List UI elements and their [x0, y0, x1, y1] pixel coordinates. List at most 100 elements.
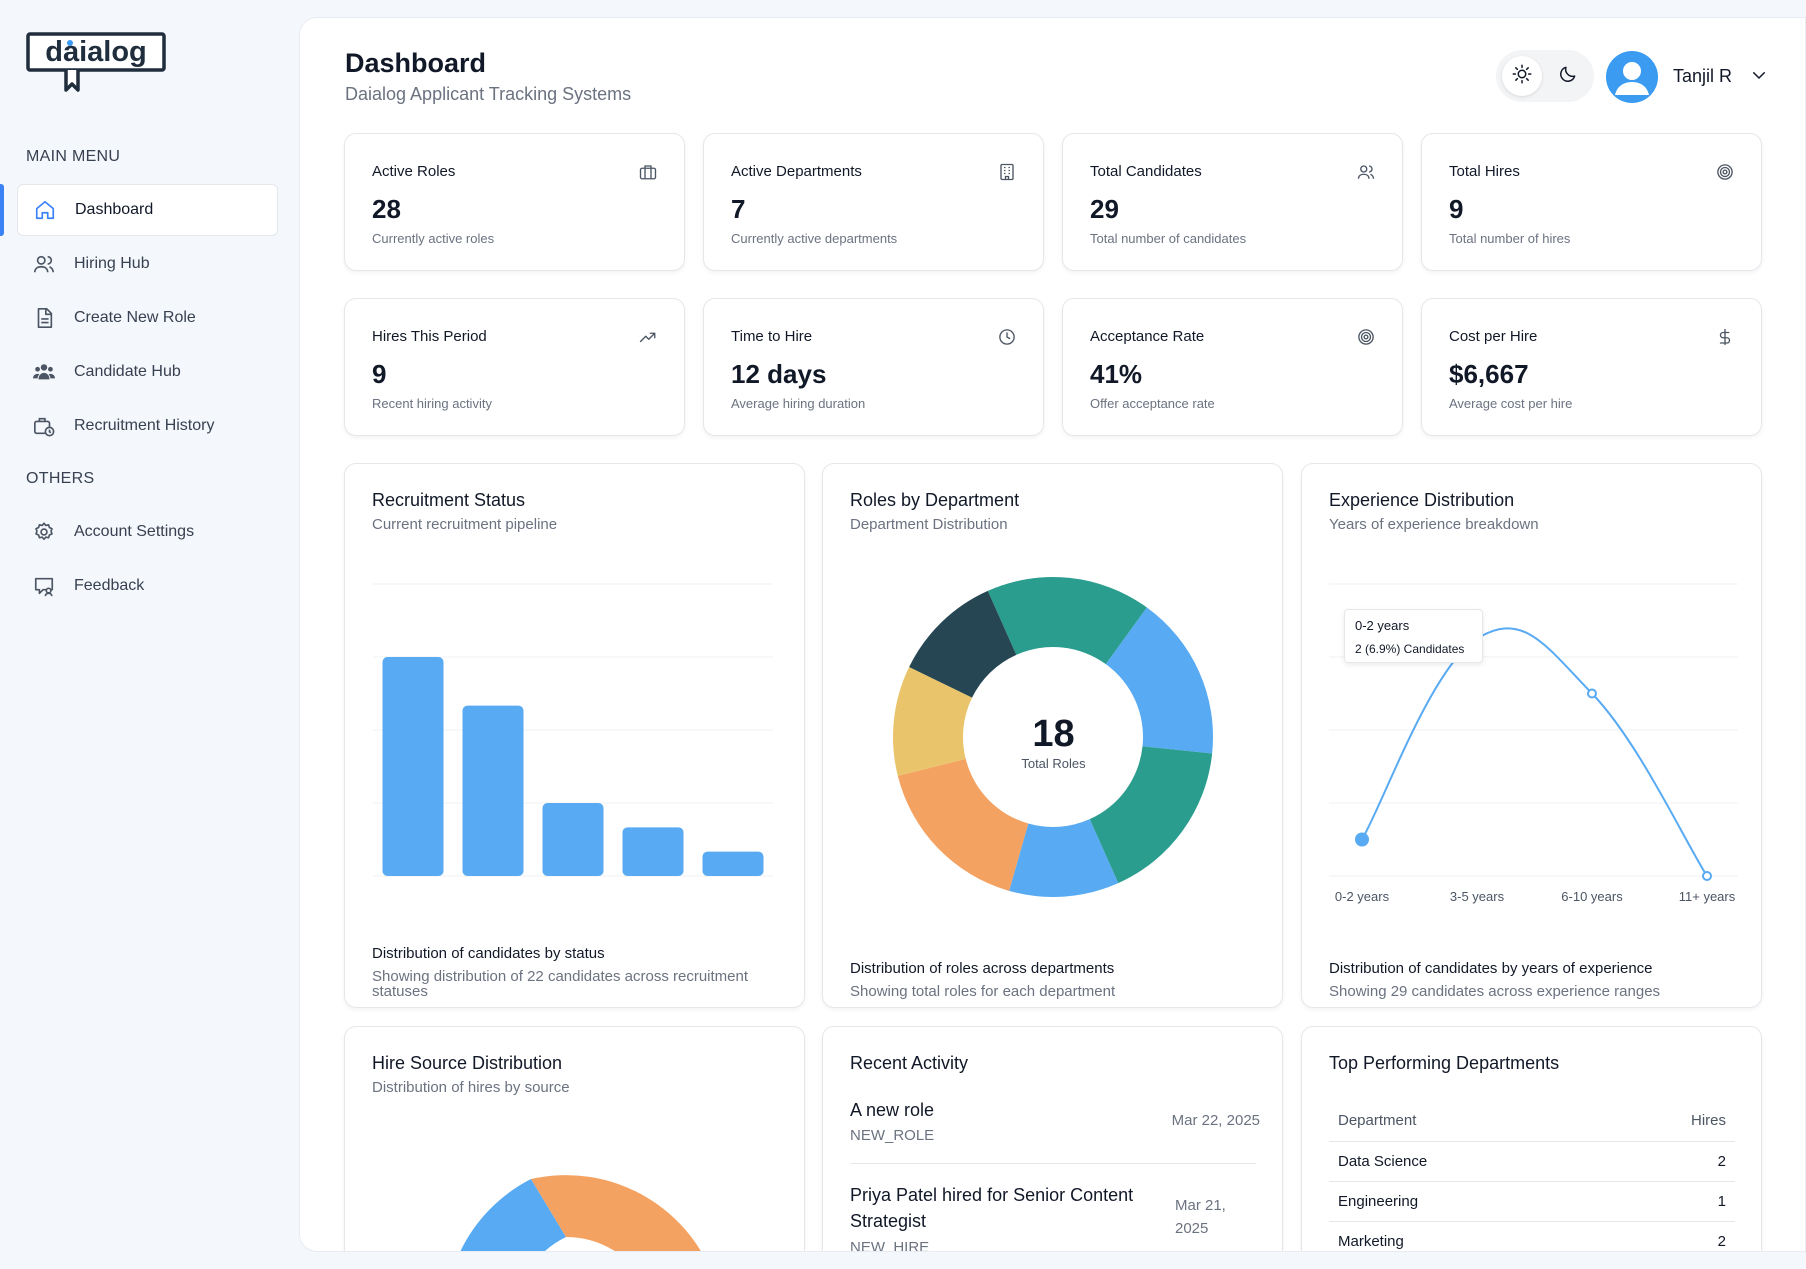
stat-value: $6,667 — [1449, 359, 1529, 389]
sidebar-item-hiring-hub[interactable]: Hiring Hub — [17, 238, 278, 290]
column-header-department: Department — [1329, 1101, 1601, 1142]
card-subtitle: Department Distribution — [850, 516, 1008, 533]
stat-desc: Currently active roles — [372, 231, 495, 246]
x-tick-label: 3-5 years — [1450, 889, 1505, 904]
stat-card-active-departments: Active Departments 7 Currently active de… — [703, 133, 1044, 271]
top-departments-table: Department Hires Data Science 2 Engineer… — [1329, 1101, 1735, 1251]
stat-card-total-hires: Total Hires 9 Total number of hires — [1421, 133, 1762, 271]
light-mode-button[interactable] — [1502, 56, 1542, 96]
activity-date: Mar 21, 2025 — [1175, 1197, 1226, 1237]
dark-mode-button[interactable] — [1548, 56, 1588, 96]
sidebar-item-recruitment-history[interactable]: Recruitment History — [17, 400, 278, 452]
donut-slice-6 — [909, 590, 1017, 698]
roles-by-department-card: Roles by Department Department Distribut… — [822, 463, 1283, 1008]
experience-distribution-card: Experience Distribution Years of experie… — [1301, 463, 1762, 1008]
data-point-2 — [1587, 688, 1597, 699]
donut-center-label: Total Roles — [1021, 756, 1086, 771]
data-point-0 — [1355, 832, 1369, 847]
home-icon — [33, 198, 57, 222]
sidebar-item-account-settings[interactable]: Account Settings — [17, 506, 278, 558]
stat-value: 41% — [1090, 359, 1143, 389]
department-cell: Marketing — [1329, 1221, 1601, 1251]
stat-desc: Average cost per hire — [1449, 396, 1573, 411]
active-indicator — [0, 184, 4, 236]
users-icon — [1356, 162, 1376, 182]
hires-cell: 2 — [1600, 1221, 1735, 1251]
stat-label: Time to Hire — [731, 328, 813, 345]
hire-source-card: Hire Source Distribution Distribution of… — [344, 1026, 805, 1251]
users-icon — [32, 252, 56, 276]
user-name[interactable]: Tanjil R — [1673, 66, 1733, 86]
chevron-down-icon[interactable] — [1750, 66, 1768, 89]
stat-value: 12 days — [731, 359, 827, 389]
recent-activity-card: Recent Activity A new role NEW_ROLE Mar … — [822, 1026, 1283, 1252]
table-row: Engineering 1 — [1329, 1181, 1735, 1222]
card-title: Recent Activity — [850, 1053, 969, 1073]
donut-slice-0 — [987, 577, 1147, 665]
stat-value: 29 — [1090, 194, 1119, 224]
card-title: Top Performing Departments — [1329, 1053, 1560, 1073]
sun-icon — [1512, 64, 1532, 89]
sidebar-item-label: Create New Role — [74, 309, 196, 326]
table-row: Data Science 2 — [1329, 1141, 1735, 1182]
stat-label: Active Roles — [372, 163, 456, 180]
department-cell: Data Science — [1329, 1141, 1601, 1182]
target-icon — [1356, 327, 1376, 347]
experience-series-line — [1361, 627, 1708, 877]
card-subtitle: Years of experience breakdown — [1329, 516, 1539, 533]
bar-interviewing — [462, 705, 524, 876]
hires-cell: 2 — [1600, 1141, 1735, 1182]
sidebar-item-feedback[interactable]: Feedback — [17, 560, 278, 612]
bar-rejected — [702, 851, 764, 876]
card-title: Hire Source Distribution — [372, 1053, 563, 1073]
column-header-hires: Hires — [1600, 1101, 1735, 1142]
others-title: OTHERS — [26, 470, 95, 487]
feedback-icon — [32, 574, 56, 598]
stat-label: Cost per Hire — [1449, 328, 1538, 345]
theme-toggle — [1496, 50, 1594, 102]
card-footer-title: Distribution of candidates by status — [372, 945, 605, 962]
stat-value: 9 — [1449, 194, 1464, 224]
department-cell: Engineering — [1329, 1181, 1601, 1222]
card-title: Experience Distribution — [1329, 490, 1515, 510]
donut-slice-1 — [1105, 607, 1213, 754]
donut-slice-2 — [1089, 746, 1213, 884]
sidebar-item-label: Dashboard — [75, 201, 154, 218]
building-icon — [997, 162, 1017, 182]
hire-source-slice-job-board — [531, 1175, 701, 1251]
stat-label: Active Departments — [731, 163, 862, 180]
top-departments-card: Top Performing Departments Department Hi… — [1301, 1026, 1762, 1251]
activity-title: A new role — [850, 1100, 935, 1120]
activity-type: NEW_HIRE — [850, 1239, 930, 1252]
stat-desc: Recent hiring activity — [372, 396, 492, 411]
stat-desc: Offer acceptance rate — [1090, 396, 1215, 411]
stat-label: Hires This Period — [372, 328, 487, 345]
svg-text:daialog: daialog — [45, 36, 147, 68]
sidebar-item-candidate-hub[interactable]: Candidate Hub — [17, 346, 278, 398]
sidebar-item-label: Account Settings — [74, 523, 195, 540]
page-title: Dashboard — [345, 48, 487, 78]
table-header-row: Department Hires — [1329, 1101, 1735, 1142]
stat-card-total-candidates: Total Candidates 29 Total number of cand… — [1062, 133, 1403, 271]
tooltip-value: 2 (6.9%) Candidates — [1355, 642, 1465, 656]
data-point-3 — [1702, 871, 1712, 881]
card-title: Roles by Department — [850, 490, 1020, 510]
x-tick-label: 0-2 years — [1335, 889, 1390, 904]
stat-card-hires-this-period: Hires This Period 9 Recent hiring activi… — [344, 298, 685, 436]
stat-desc: Total number of candidates — [1090, 231, 1247, 246]
hire-source-donut-chart — [460, 1175, 701, 1251]
bar-cancelled — [622, 827, 684, 876]
card-subtitle: Current recruitment pipeline — [372, 516, 558, 533]
avatar[interactable] — [1606, 51, 1658, 103]
stat-desc: Currently active departments — [731, 231, 898, 246]
stat-card-time-to-hire: Time to Hire 12 days Average hiring dura… — [703, 298, 1044, 436]
sidebar-item-create-new-role[interactable]: Create New Role — [17, 292, 278, 344]
hire-source-slice-referral — [460, 1179, 566, 1251]
daialog-logo[interactable]: daialog — [26, 32, 168, 107]
donut-slice-5 — [893, 667, 973, 776]
group-icon — [32, 360, 56, 384]
briefcase-icon — [638, 162, 658, 182]
table-row: Marketing 2 — [1329, 1221, 1735, 1251]
sidebar-item-dashboard[interactable]: Dashboard — [17, 184, 278, 236]
stat-value: 7 — [731, 194, 746, 224]
